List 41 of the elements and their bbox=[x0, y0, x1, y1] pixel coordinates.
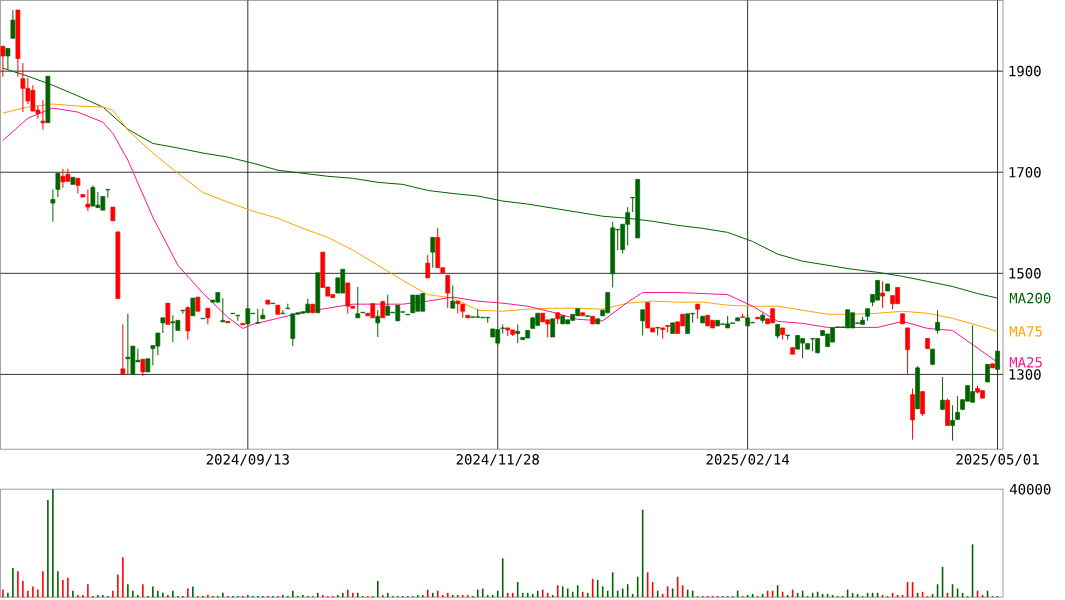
candlestick bbox=[905, 327, 910, 375]
candlestick bbox=[345, 282, 351, 315]
candlestick bbox=[375, 309, 381, 338]
y-tick-label: 1900 bbox=[1009, 65, 1041, 77]
candlestick bbox=[430, 236, 436, 269]
y-tick-label: 1300 bbox=[1009, 369, 1041, 380]
candlestick bbox=[920, 391, 925, 417]
candlestick bbox=[120, 323, 126, 375]
candlestick bbox=[165, 302, 171, 325]
candlestick bbox=[515, 323, 521, 344]
candlestick bbox=[355, 286, 361, 319]
series-label: MA25 bbox=[1009, 356, 1042, 368]
candlestick bbox=[935, 309, 940, 334]
x-tick-label: 2024/09/13 bbox=[206, 454, 289, 466]
candlestick bbox=[640, 309, 646, 336]
candlestick bbox=[385, 293, 391, 316]
candlestick bbox=[940, 376, 945, 411]
candlestick bbox=[880, 280, 885, 309]
candlestick bbox=[220, 297, 226, 323]
candlestick bbox=[170, 314, 176, 343]
series-label: MA200 bbox=[1009, 292, 1051, 304]
candlestick bbox=[450, 284, 456, 309]
candlestick bbox=[995, 350, 1000, 370]
series-label: MA75 bbox=[1009, 326, 1042, 337]
x-tick-label: 2024/11/28 bbox=[456, 454, 539, 466]
candlestick bbox=[0, 44, 6, 78]
candlestick bbox=[75, 177, 81, 194]
candlestick bbox=[685, 313, 691, 334]
candlestick bbox=[185, 305, 191, 340]
candlestick bbox=[10, 9, 16, 39]
y-tick-label: 1500 bbox=[1009, 267, 1041, 279]
x-tick-label: 2025/05/01 bbox=[956, 454, 1039, 466]
candlestick bbox=[950, 404, 955, 442]
text: 40000 bbox=[1009, 483, 1051, 495]
candlestick bbox=[90, 184, 96, 207]
candlestick bbox=[445, 274, 451, 309]
candlestick bbox=[425, 254, 431, 279]
y-tick-label: 1700 bbox=[1009, 166, 1041, 178]
candlestick bbox=[550, 318, 556, 338]
candlestick bbox=[955, 395, 960, 420]
x-tick-label: 2025/02/14 bbox=[706, 454, 790, 466]
